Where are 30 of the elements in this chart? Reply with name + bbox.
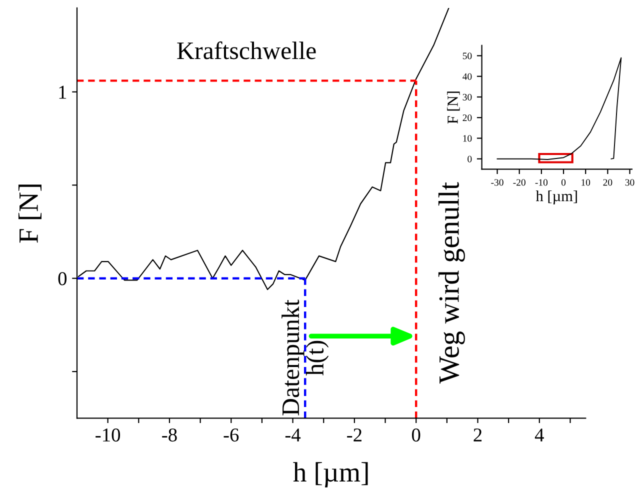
x-tick-label: -2 [347, 428, 362, 442]
ref-line-label: Weg wird genullt [438, 182, 465, 384]
x-tick-label: -10 [535, 179, 548, 186]
x-axis-title: h [µm] [536, 190, 577, 204]
x-tick-label: -30 [491, 179, 504, 186]
y-tick-label: 30 [462, 94, 472, 100]
x-tick-label: 20 [603, 179, 612, 186]
x-tick-label: 10 [582, 179, 590, 186]
y-tick-label: 1 [59, 86, 66, 99]
x-tick-label: 0 [412, 428, 420, 442]
line-series [496, 57, 622, 160]
y-tick-label: 0 [468, 156, 472, 162]
x-tick-label: 0 [561, 179, 566, 186]
x-tick-label: -20 [513, 179, 526, 186]
y-axis-title: F [N] [18, 184, 42, 243]
x-tick-label: -8 [162, 428, 177, 442]
x-axis-title: h [µm] [293, 462, 368, 488]
y-axis-title: F [N] [447, 92, 460, 124]
y-tick-label: 20 [462, 114, 472, 122]
x-tick-label: 4 [534, 428, 544, 442]
x-tick-label: 2 [474, 428, 482, 442]
ref-line-label: Kraftschwelle [177, 41, 316, 60]
ref-line-label: Datenpunkt h(t) [282, 300, 329, 416]
x-tick-label: -10 [96, 428, 120, 442]
x-tick-label: -6 [224, 428, 239, 442]
x-tick-label: -4 [285, 428, 301, 442]
y-tick-label: 50 [462, 52, 472, 60]
y-tick-label: 40 [462, 73, 472, 80]
y-tick-label: 10 [463, 135, 472, 142]
x-tick-label: 30 [625, 179, 634, 186]
